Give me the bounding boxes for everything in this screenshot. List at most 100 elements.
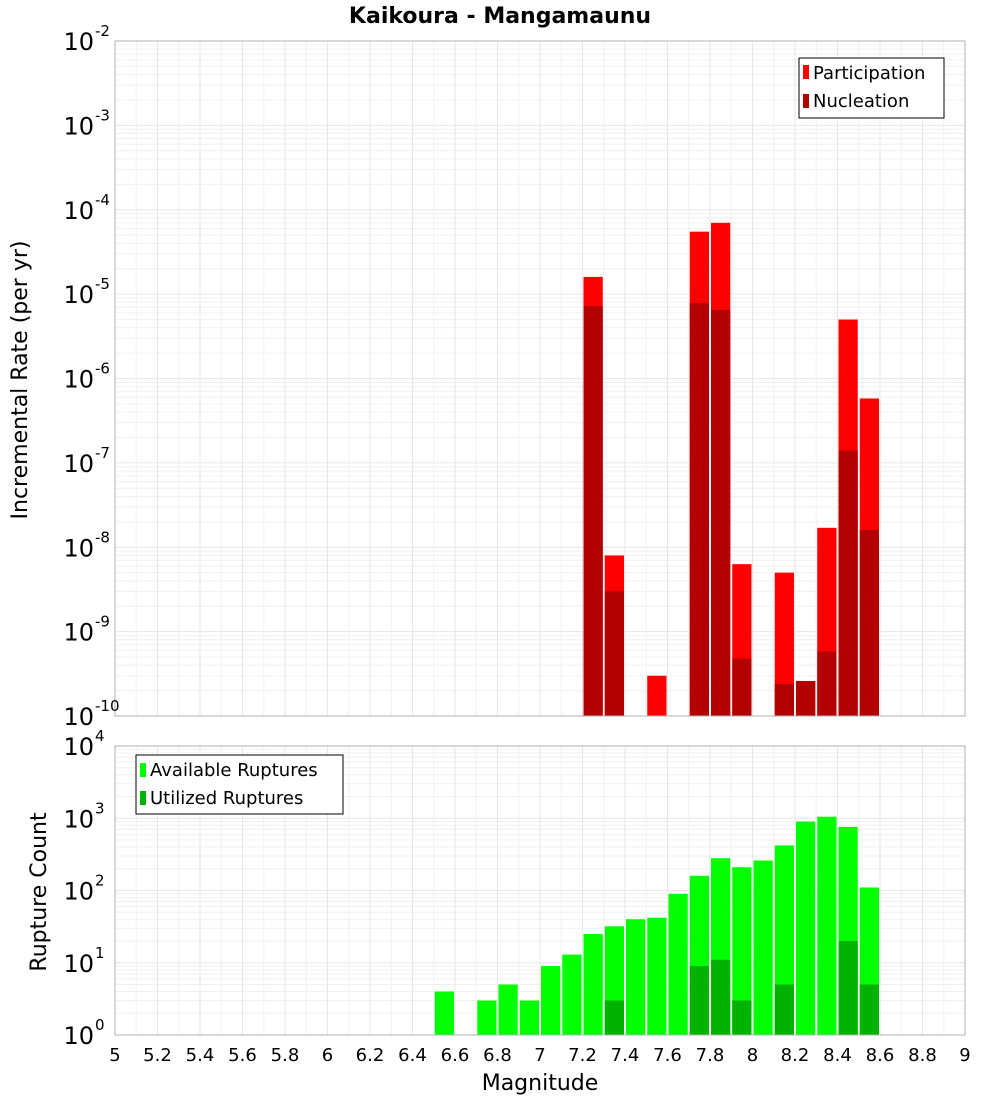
top-legend-box (798, 57, 945, 119)
y-tick-label: 10 (63, 366, 94, 394)
y-tick-exponent: -4 (95, 191, 110, 209)
bar-available-ruptures (562, 954, 582, 1035)
legend-swatch-participation (803, 65, 809, 79)
y-tick-exponent: 1 (95, 944, 105, 962)
bottom-legend: Available Ruptures Utilized Ruptures (135, 754, 344, 815)
y-tick-exponent: 3 (95, 799, 105, 817)
y-tick-exponent: -8 (95, 528, 110, 546)
bar-nucleation (732, 658, 752, 716)
y-tick-exponent: -3 (95, 106, 110, 124)
bar-nucleation (604, 591, 624, 716)
bar-available-ruptures (583, 933, 603, 1035)
x-tick-label: 8.6 (866, 1045, 895, 1066)
x-tick-label: 5.2 (143, 1045, 172, 1066)
bar-nucleation (838, 450, 858, 716)
bottom-plot-frame (114, 745, 966, 1036)
x-tick-label: 5.8 (271, 1045, 300, 1066)
bar-utilized-ruptures (838, 941, 858, 1035)
x-tick-label: 6.2 (356, 1045, 385, 1066)
y-tick-exponent: -5 (95, 275, 110, 293)
y-tick-exponent: -6 (95, 360, 110, 378)
y-tick-exponent: -9 (95, 613, 110, 631)
x-tick-label: 6.6 (441, 1045, 470, 1066)
bar-available-ruptures (541, 966, 561, 1035)
x-axis-title: Magnitude (482, 1071, 599, 1096)
bar-nucleation (774, 683, 794, 716)
legend-swatch-available-ruptures (140, 763, 146, 777)
y-tick-exponent: 4 (95, 727, 105, 745)
y-tick-label: 10 (63, 112, 94, 140)
x-tick-label: 5 (109, 1045, 120, 1066)
x-tick-label: 9 (959, 1045, 970, 1066)
bar-utilized-ruptures (689, 966, 709, 1035)
bar-available-ruptures (519, 1000, 539, 1035)
y-tick-exponent: -7 (95, 444, 110, 462)
bar-available-ruptures (498, 984, 518, 1035)
chart-title: Kaikoura - Mangamaunu (349, 4, 651, 29)
legend-label-available-ruptures: Available Ruptures (150, 760, 318, 781)
y-tick-exponent: -10 (95, 697, 120, 715)
x-tick-label: 6.4 (398, 1045, 427, 1066)
legend-label-participation: Participation (813, 63, 925, 84)
x-tick-label: 8.8 (908, 1045, 937, 1066)
bar-nucleation (796, 680, 816, 716)
top-y-axis-title: Incremental Rate (per yr) (8, 241, 33, 520)
bar-available-ruptures (817, 816, 837, 1035)
y-tick-label: 10 (63, 805, 94, 833)
x-tick-label: 6 (322, 1045, 333, 1066)
y-tick-label: 10 (63, 281, 94, 309)
y-tick-label: 10 (63, 950, 94, 978)
bottom-plot-bars (434, 816, 879, 1035)
y-tick-label: 10 (63, 28, 94, 56)
bar-nucleation (817, 651, 837, 716)
top-plot-bars (583, 222, 879, 716)
bar-nucleation (583, 306, 603, 716)
bar-participation (647, 675, 667, 716)
top-plot-grid (114, 41, 966, 717)
x-tick-label: 7.6 (653, 1045, 682, 1066)
bar-available-ruptures (477, 1000, 497, 1035)
x-tick-labels: 5 5.2 5.4 5.6 5.8 6 6.2 6.4 6.6 6.8 7 7.2 7.4 7.6 7.8 8… (109, 1045, 970, 1066)
bar-utilized-ruptures (774, 984, 794, 1035)
x-tick-label: 8.4 (823, 1045, 852, 1066)
y-tick-label: 10 (63, 197, 94, 225)
bottom-y-axis-title: Rupture Count (27, 812, 52, 972)
x-tick-label: 6.8 (483, 1045, 512, 1066)
bar-participation (774, 572, 794, 716)
y-tick-label: 10 (63, 450, 94, 478)
legend-swatch-nucleation (803, 94, 809, 108)
bar-available-ruptures (668, 893, 688, 1035)
bar-utilized-ruptures (732, 1000, 752, 1035)
bar-nucleation (859, 530, 879, 716)
bar-nucleation (689, 303, 709, 716)
top-legend: Participation Nucleation (798, 57, 945, 119)
y-tick-exponent: 0 (95, 1016, 105, 1034)
x-tick-label: 7.2 (568, 1045, 597, 1066)
bar-available-ruptures (626, 919, 646, 1035)
bar-available-ruptures (434, 991, 454, 1035)
bar-utilized-ruptures (604, 1000, 624, 1035)
y-tick-label: 10 (63, 878, 94, 906)
x-tick-label: 7.4 (611, 1045, 640, 1066)
x-tick-label: 5.6 (228, 1045, 257, 1066)
bar-utilized-ruptures (711, 959, 731, 1035)
x-tick-label: 5.4 (186, 1045, 215, 1066)
top-plot-frame (114, 40, 966, 717)
y-tick-label: 10 (63, 619, 94, 647)
x-tick-label: 7 (534, 1045, 545, 1066)
y-tick-label: 10 (63, 733, 94, 761)
bar-available-ruptures (647, 917, 667, 1035)
y-tick-label: 10 (63, 534, 94, 562)
x-tick-label: 8 (747, 1045, 758, 1066)
legend-label-utilized-ruptures: Utilized Ruptures (150, 788, 303, 809)
bar-available-ruptures (732, 867, 752, 1035)
legend-swatch-utilized-ruptures (140, 791, 146, 805)
y-tick-exponent: -2 (95, 22, 110, 40)
bar-nucleation (711, 309, 731, 716)
bottom-legend-box (135, 754, 344, 815)
